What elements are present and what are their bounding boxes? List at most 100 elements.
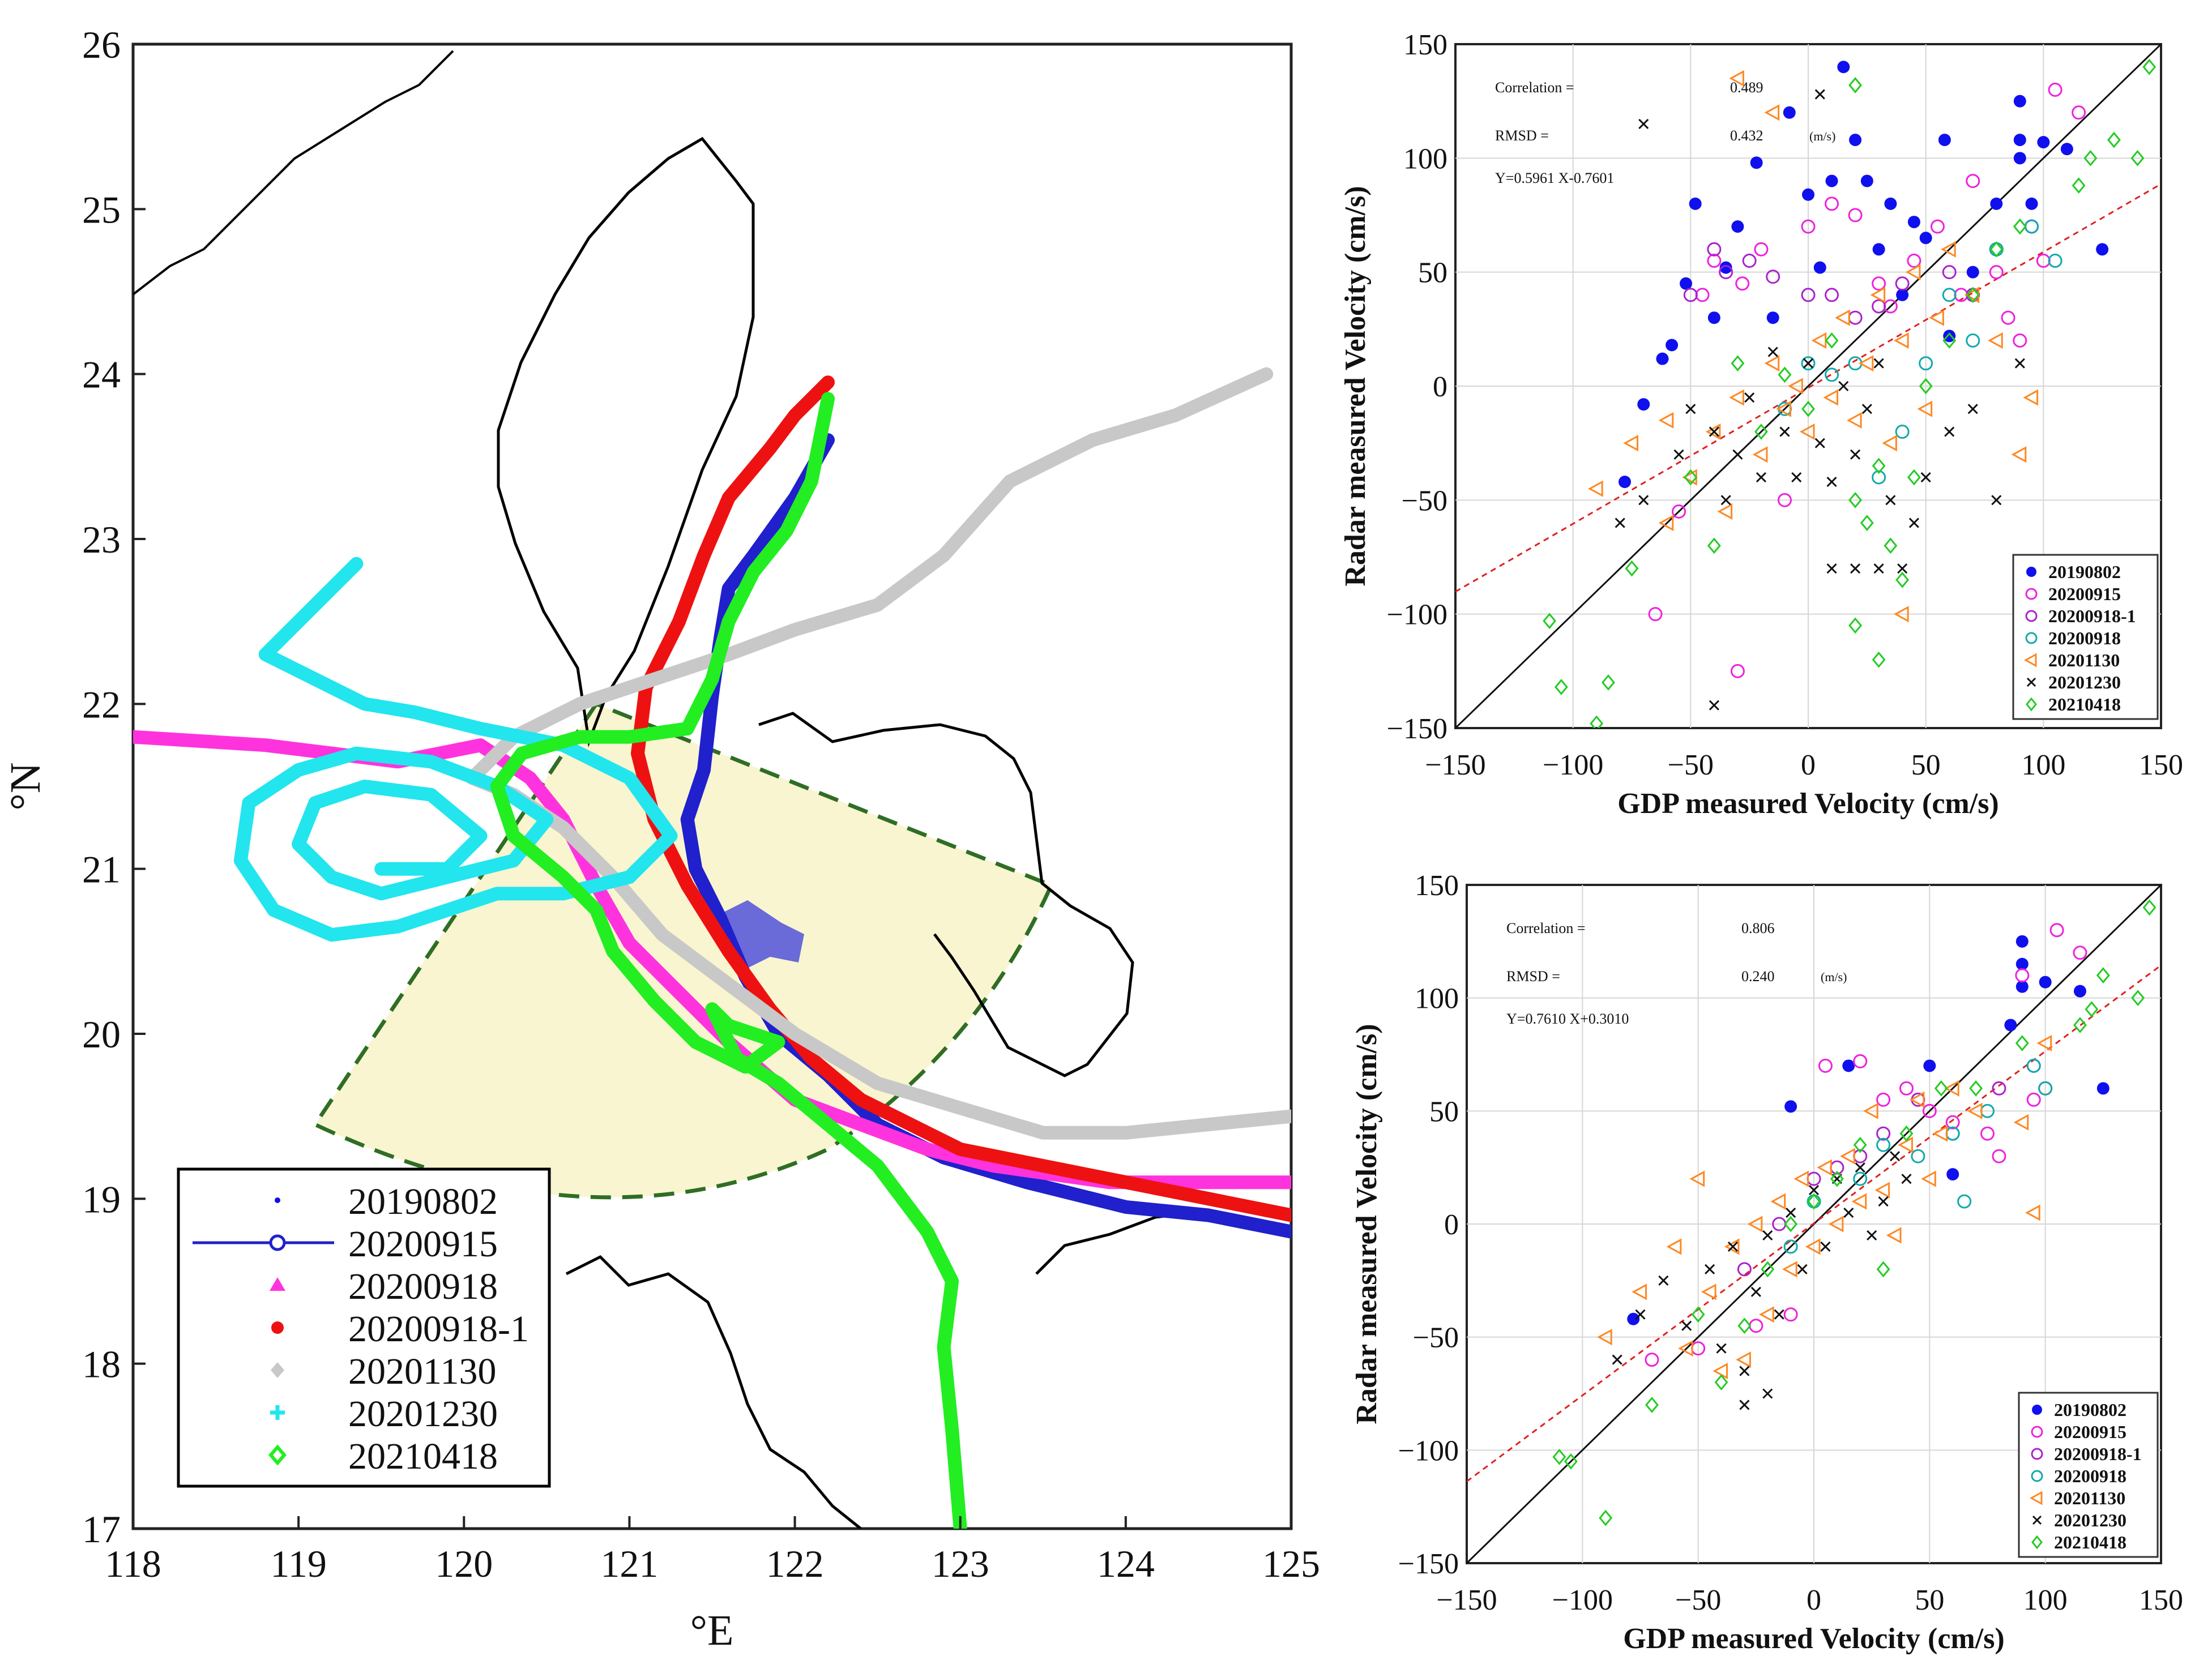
legend-marker — [270, 1277, 285, 1291]
point-20210418 — [1966, 286, 1980, 303]
map-x-tick-label: 121 — [600, 1542, 658, 1585]
point-20201130 — [1828, 1216, 1844, 1233]
scatter-y-tick-label: 50 — [1418, 257, 1447, 289]
correlation-value: 0.489 — [1730, 79, 1763, 96]
point-20201230 — [1727, 1241, 1739, 1252]
track-20200918-1 — [631, 375, 1291, 1222]
point-20210418 — [1872, 651, 1886, 668]
point-20201130 — [1770, 1193, 1786, 1210]
point-20190802 — [1707, 311, 1720, 324]
point-20201230 — [1820, 1241, 1831, 1252]
point-20190802 — [1842, 1059, 1855, 1072]
point-20201230 — [1762, 1388, 1773, 1399]
point-20201130 — [1588, 480, 1603, 497]
point-20200918-1 — [1737, 1262, 1752, 1277]
point-20210418 — [1830, 1170, 1844, 1187]
point-20201130 — [2013, 1114, 2029, 1131]
point-20201130 — [1858, 355, 1874, 372]
point-20200918 — [1872, 470, 1886, 485]
point-20200918-1 — [1707, 242, 1722, 256]
point-20201230 — [1720, 495, 1731, 506]
point-20210418 — [1590, 715, 1604, 728]
point-20201130 — [1752, 446, 1768, 463]
scatter-y-tick-label: 100 — [1415, 983, 1459, 1015]
point-20200915 — [1966, 174, 1980, 189]
point-20201130 — [2036, 1035, 2052, 1052]
point-20190802 — [1783, 106, 1796, 119]
point-20210418 — [1543, 613, 1557, 630]
rmsd-value: 0.432 — [1730, 127, 1763, 144]
point-20200915 — [1899, 1081, 1914, 1096]
point-20200915 — [2072, 105, 2086, 120]
point-20200918 — [1942, 288, 1957, 302]
point-20200915 — [1777, 493, 1792, 507]
point-20200915 — [1922, 1103, 1937, 1118]
point-20210418 — [1807, 1193, 1821, 1210]
point-20200918 — [1895, 425, 1910, 439]
point-20210418 — [1848, 617, 1863, 634]
point-20201130 — [1666, 1238, 1682, 1255]
point-20190802 — [1731, 220, 1744, 233]
point-20200918-1 — [1719, 265, 1733, 280]
point-20201230 — [1826, 477, 1837, 487]
scatter-x-tick-label: −150 — [1436, 1584, 1497, 1616]
point-20201230 — [1681, 1320, 1692, 1331]
point-20200915 — [2073, 945, 2087, 960]
scatter-legend-label: 20200915 — [2054, 1422, 2126, 1442]
scatter-y-tick-label: −100 — [1398, 1435, 1459, 1467]
point-20200915 — [1945, 1115, 1960, 1129]
point-20201130 — [1988, 332, 2003, 349]
track-20201230 — [233, 557, 678, 942]
scatter-legend-marker — [2025, 632, 2038, 644]
scatter-x-tick-label: 50 — [1911, 749, 1941, 781]
point-20210418 — [1825, 332, 1839, 349]
point-20210418 — [1625, 560, 1639, 577]
point-20210418 — [1895, 571, 1910, 588]
point-20201230 — [1885, 495, 1896, 506]
point-20200915 — [1783, 1307, 1798, 1322]
point-20201130 — [1898, 1136, 1913, 1153]
scatter-legend-marker — [2023, 653, 2037, 668]
scatter-legend-box — [2012, 554, 2159, 720]
map-y-tick-label: 23 — [82, 518, 121, 561]
point-20210418 — [1784, 1216, 1798, 1233]
point-20200918-1 — [1801, 288, 1816, 302]
point-20190802 — [2013, 95, 2026, 108]
point-20201230 — [1991, 495, 2002, 506]
point-20200915 — [2001, 310, 2015, 325]
point-20210418 — [1602, 674, 1615, 691]
point-20201230 — [1791, 472, 1802, 483]
scatter-y-tick-label: −100 — [1387, 599, 1447, 631]
point-20210418 — [2107, 131, 2121, 148]
point-20201230 — [2014, 358, 2025, 369]
point-20201230 — [1673, 449, 1684, 460]
point-20201130 — [1729, 389, 1744, 406]
point-20190802 — [2037, 136, 2050, 149]
identity-line — [1455, 44, 2161, 728]
scatter-legend-label: 20200918 — [2054, 1466, 2126, 1486]
point-20190802 — [2015, 980, 2029, 993]
scatter-x-tick-label: −100 — [1552, 1584, 1613, 1616]
point-20190802 — [1784, 1100, 1797, 1113]
point-20190802 — [1825, 174, 1838, 187]
point-20190802 — [2039, 975, 2052, 989]
point-20201130 — [1782, 1261, 1797, 1278]
scatter-x-tick-label: 50 — [1915, 1584, 1944, 1616]
point-20201130 — [1909, 1091, 1925, 1108]
point-20201230 — [1716, 1343, 1727, 1354]
point-20201230 — [1889, 1151, 1901, 1162]
point-20190802 — [1689, 197, 1702, 210]
point-20200915 — [1853, 1054, 1868, 1068]
fit-line — [1467, 964, 2161, 1482]
scatter-legend-label: 20200918-1 — [2048, 606, 2136, 626]
scatter-x-tick-label: 100 — [2023, 1584, 2068, 1616]
coastline-luzon — [758, 712, 1134, 1077]
point-20201230 — [1826, 563, 1837, 574]
legend-label: 20190802 — [348, 1181, 498, 1222]
scatter-legend-marker — [2031, 1535, 2043, 1550]
point-20190802 — [1860, 174, 1873, 187]
legend-label: 20201130 — [348, 1351, 497, 1392]
point-20201230 — [1709, 700, 1719, 711]
map-y-tick-label: 19 — [82, 1178, 121, 1221]
